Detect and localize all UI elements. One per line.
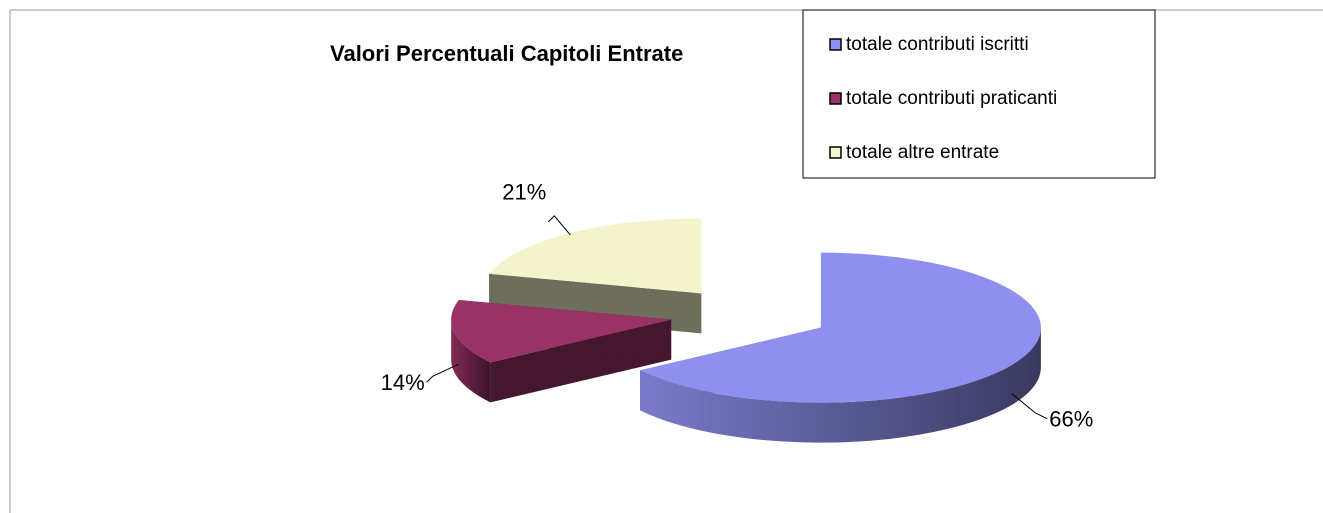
- slice-top: [640, 252, 1041, 403]
- legend-box: [802, 9, 1156, 179]
- chart-title: Valori Percentuali Capitoli Entrate: [330, 41, 683, 66]
- slice-top: [451, 300, 672, 363]
- leader-line: [1011, 393, 1048, 420]
- leader-line: [426, 363, 459, 383]
- legend-swatch: [829, 146, 842, 159]
- legend-label: totale contributi praticanti: [846, 88, 1057, 109]
- legend-label: totale altre entrate: [846, 142, 999, 163]
- data-label: 21%: [502, 180, 546, 205]
- slice-side: [640, 327, 1041, 443]
- data-label: 66%: [1049, 407, 1093, 432]
- slice: [640, 252, 1041, 443]
- slice-top: [489, 218, 702, 294]
- slice-side: [451, 319, 491, 403]
- data-label: 14%: [381, 370, 425, 395]
- slice: [451, 300, 672, 403]
- legend-label: totale contributi iscritti: [846, 34, 1029, 55]
- legend-swatch: [829, 92, 842, 105]
- legend-swatch: [829, 38, 842, 51]
- leader-line: [547, 215, 571, 236]
